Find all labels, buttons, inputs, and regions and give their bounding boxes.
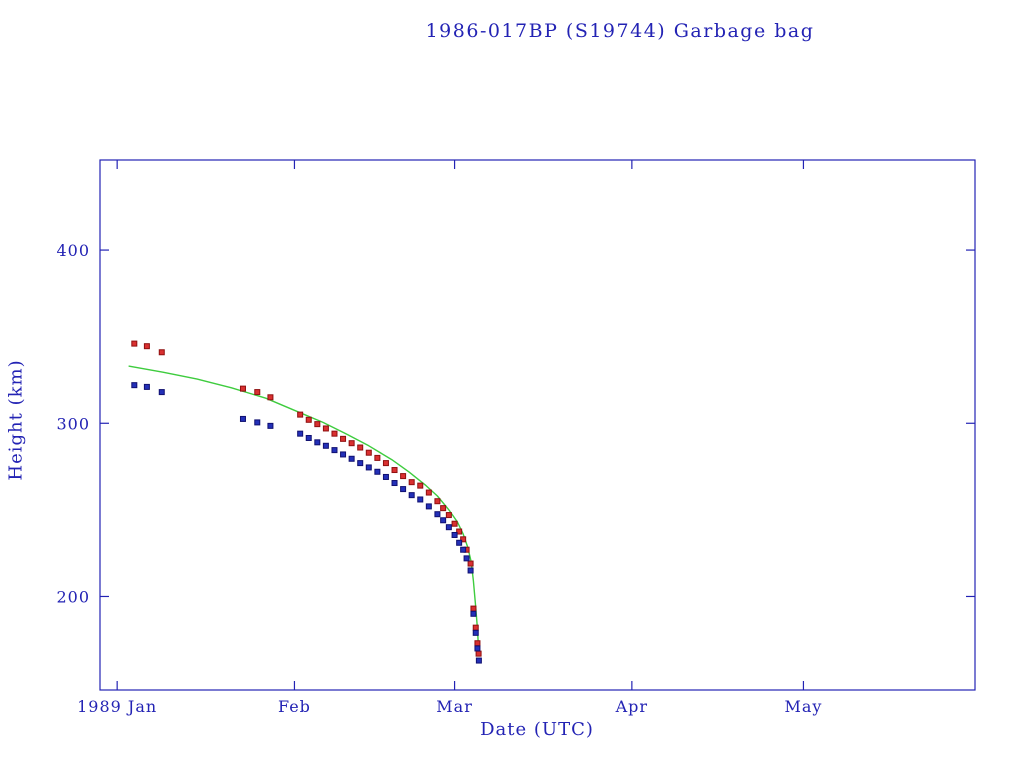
apogee-height-point bbox=[382, 460, 389, 467]
apogee-height-point bbox=[474, 640, 481, 647]
y-tick-label: 200 bbox=[56, 587, 90, 606]
apogee-height-point bbox=[460, 536, 467, 543]
perigee-height-point bbox=[467, 567, 474, 574]
apogee-height-point bbox=[374, 454, 381, 461]
y-tick-label: 400 bbox=[56, 241, 90, 260]
perigee-height-point bbox=[460, 546, 467, 553]
apogee-height-point bbox=[340, 435, 347, 442]
x-tick-label: 1989 Jan bbox=[77, 697, 157, 716]
perigee-height-point bbox=[474, 645, 481, 652]
perigee-height-point bbox=[348, 455, 355, 462]
perigee-height-point bbox=[131, 382, 138, 389]
perigee-height-point bbox=[158, 389, 165, 396]
chart-title: 1986-017BP (S19744) Garbage bag bbox=[425, 20, 815, 42]
apogee-height-point bbox=[472, 624, 479, 631]
apogee-height-point bbox=[400, 473, 407, 480]
x-tick-label: Mar bbox=[436, 697, 473, 716]
apogee-height-point bbox=[451, 520, 458, 527]
perigee-height-point bbox=[451, 531, 458, 538]
apogee-height-point bbox=[158, 349, 165, 356]
apogee-height-point bbox=[357, 444, 364, 451]
apogee-height-point bbox=[408, 479, 415, 486]
perigee-height-point bbox=[374, 468, 381, 475]
apogee-height-point bbox=[445, 512, 452, 519]
perigee-height-point bbox=[456, 539, 463, 546]
perigee-height-point bbox=[143, 383, 150, 390]
apogee-height-point bbox=[131, 340, 138, 347]
perigee-height-point bbox=[331, 447, 338, 454]
perigee-height-point bbox=[425, 503, 432, 510]
apogee-height-point bbox=[440, 505, 447, 512]
perigee-height-point bbox=[472, 629, 479, 636]
apogee-height-point bbox=[305, 416, 312, 423]
apogee-height-point bbox=[314, 421, 321, 428]
apogee-height-point bbox=[239, 385, 246, 392]
perigee-height-point bbox=[267, 422, 274, 429]
perigee-height-point bbox=[382, 473, 389, 480]
perigee-height-point bbox=[400, 486, 407, 493]
x-tick-label: May bbox=[784, 697, 822, 716]
apogee-height-point bbox=[322, 425, 329, 432]
perigee-height-point bbox=[365, 464, 372, 471]
perigee-height-point bbox=[239, 415, 246, 422]
perigee-height-point bbox=[470, 610, 477, 617]
perigee-height-point bbox=[475, 657, 482, 664]
apogee-height-point bbox=[391, 467, 398, 474]
apogee-height-point bbox=[434, 498, 441, 505]
perigee-height-point bbox=[322, 442, 329, 449]
perigee-height-point bbox=[434, 511, 441, 518]
x-tick-label: Feb bbox=[278, 697, 311, 716]
apogee-height-point bbox=[143, 343, 150, 350]
perigee-height-point bbox=[417, 496, 424, 503]
plot-frame bbox=[99, 159, 976, 691]
apogee-height-point bbox=[348, 440, 355, 447]
perigee-height-point bbox=[340, 451, 347, 458]
apogee-height-point bbox=[417, 482, 424, 489]
perigee-height-point bbox=[297, 430, 304, 437]
apogee-height-point bbox=[297, 411, 304, 418]
perigee-height-point bbox=[440, 517, 447, 524]
apogee-height-point bbox=[467, 560, 474, 567]
y-tick-label: 300 bbox=[56, 414, 90, 433]
apogee-height-point bbox=[365, 449, 372, 456]
apogee-height-point bbox=[425, 489, 432, 496]
perigee-height-point bbox=[357, 460, 364, 467]
apogee-height-point bbox=[331, 430, 338, 437]
apogee-height-point bbox=[470, 605, 477, 612]
apogee-height-point bbox=[254, 389, 261, 396]
perigee-height-point bbox=[463, 555, 470, 562]
x-tick-label: Apr bbox=[615, 697, 648, 716]
perigee-height-point bbox=[305, 434, 312, 441]
perigee-height-point bbox=[254, 419, 261, 426]
perigee-height-point bbox=[391, 480, 398, 487]
apogee-height-point bbox=[267, 394, 274, 401]
apogee-height-point bbox=[475, 650, 482, 657]
apogee-height-point bbox=[456, 528, 463, 535]
perigee-height-point bbox=[445, 524, 452, 531]
x-axis-label: Date (UTC) bbox=[480, 719, 594, 740]
perigee-height-point bbox=[314, 439, 321, 446]
perigee-height-point bbox=[408, 492, 415, 499]
